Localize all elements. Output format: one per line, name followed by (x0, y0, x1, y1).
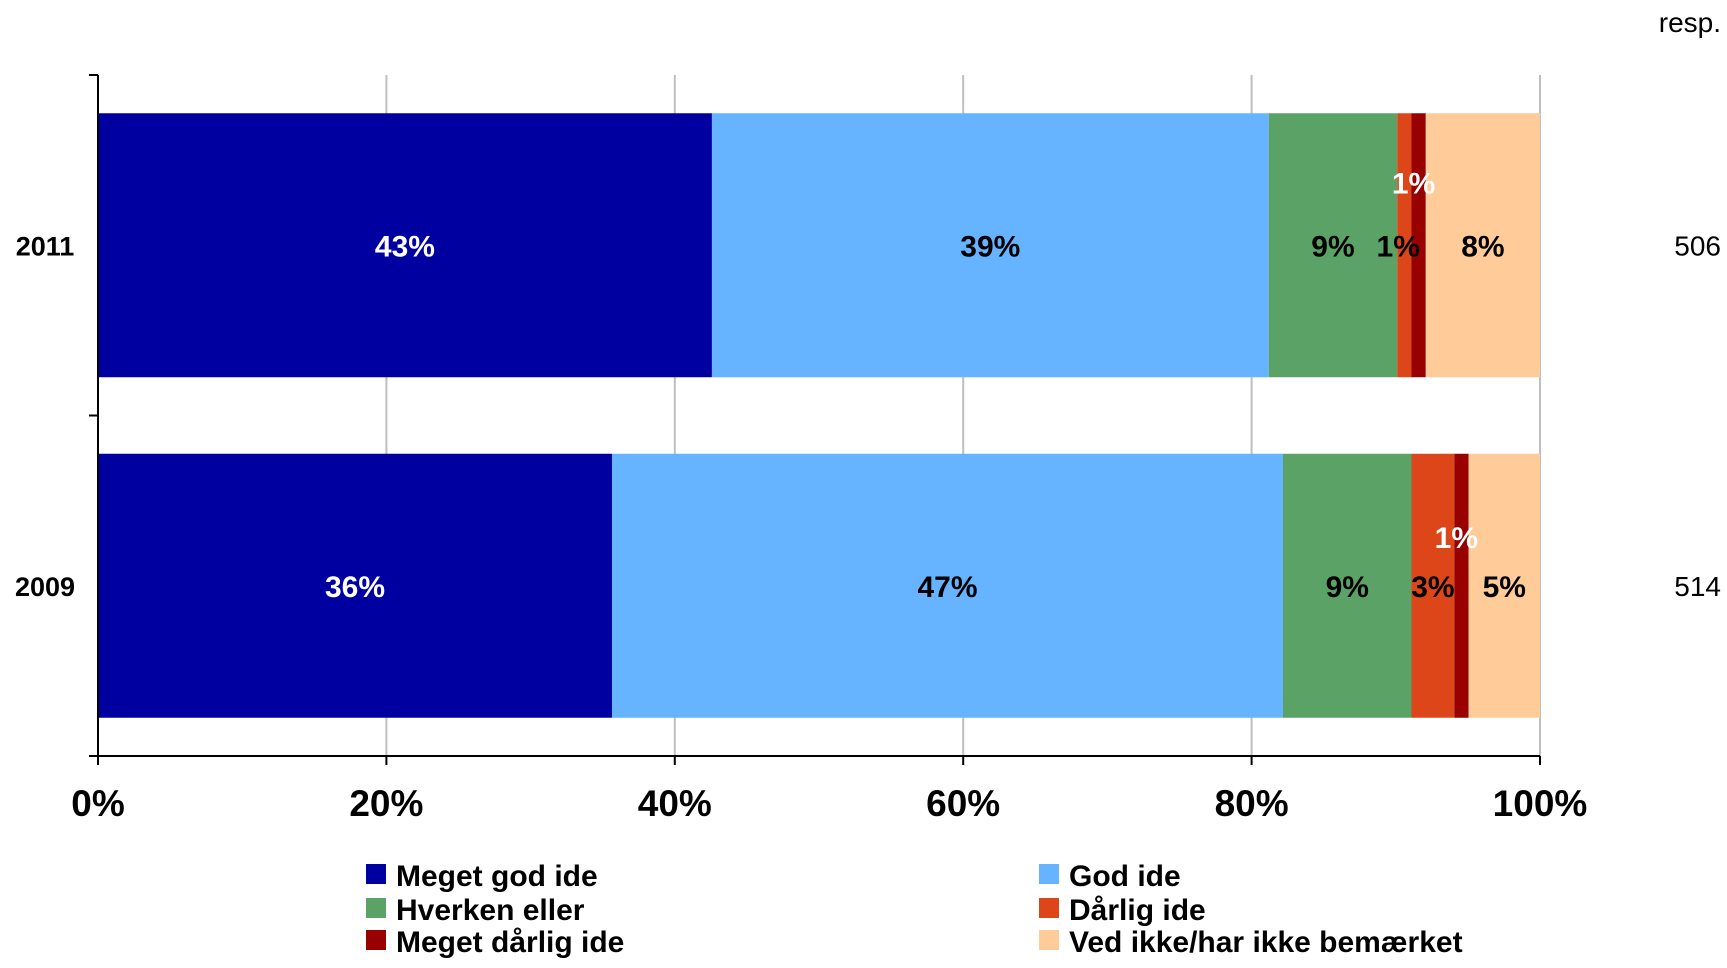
legend-label: Meget dårlig ide (396, 926, 624, 959)
legend-swatch (1039, 898, 1059, 918)
data-label: 1% (1377, 230, 1420, 263)
data-label: 3% (1411, 571, 1454, 604)
bar-segment (98, 453, 612, 718)
respondents-column: resp. 506 514 (1659, 7, 1721, 602)
bar-segment (711, 113, 1269, 378)
bar-segment (1454, 453, 1469, 718)
bar-segment (1283, 453, 1412, 718)
x-tick-label: 40% (638, 783, 712, 824)
bar-segment (1468, 453, 1540, 718)
bar-segment (1397, 113, 1412, 378)
resp-value: 514 (1674, 571, 1721, 602)
x-tick-label: 80% (1215, 783, 1289, 824)
category-label: 2011 (16, 231, 75, 261)
data-label: 36% (325, 571, 385, 604)
legend-label: Ved ikke/har ikke bemærket (1069, 926, 1463, 959)
legend-label: Hverken eller (396, 894, 585, 927)
data-label: 1% (1435, 522, 1478, 555)
legend-swatch (366, 930, 386, 950)
legend-label: God ide (1069, 860, 1181, 893)
x-tick-label: 60% (926, 783, 1000, 824)
data-label: 47% (917, 571, 977, 604)
x-tick-label: 20% (349, 783, 423, 824)
data-label: 43% (375, 230, 435, 263)
bar-segment (1411, 113, 1426, 378)
bars (98, 113, 1540, 718)
x-tick-label: 100% (1493, 783, 1588, 824)
legend-label: Dårlig ide (1069, 894, 1206, 927)
resp-value: 506 (1674, 230, 1721, 261)
bar-segment (1268, 113, 1398, 378)
legend: Meget god ide God ide Hverken eller Dårlig … (366, 860, 1463, 959)
data-label: 8% (1461, 230, 1504, 263)
x-tick-label: 0% (71, 783, 124, 824)
data-label: 5% (1483, 571, 1526, 604)
data-label: 1% (1392, 167, 1435, 200)
category-labels: 2011 2009 (15, 231, 75, 602)
legend-label: Meget god ide (396, 860, 598, 893)
data-labels: 43% 39% 9% 1%1%8%36% 47% 9% 3%1%5% (325, 167, 1526, 604)
axes (89, 74, 1541, 765)
category-label: 2009 (15, 572, 75, 602)
x-tick-labels: 0% 20% 40% 60% 80% 100% (71, 783, 1587, 824)
legend-swatch (1039, 930, 1059, 950)
legend-swatch (1039, 864, 1059, 884)
bar-segment (1411, 453, 1455, 718)
data-label: 9% (1326, 571, 1369, 604)
legend-swatch (366, 864, 386, 884)
data-label: 39% (960, 230, 1020, 263)
resp-header: resp. (1659, 7, 1721, 38)
bar-segment (1425, 113, 1540, 378)
legend-swatch (366, 898, 386, 918)
bar-segment (98, 113, 712, 378)
bar-segment (611, 453, 1284, 718)
data-label: 9% (1311, 230, 1354, 263)
